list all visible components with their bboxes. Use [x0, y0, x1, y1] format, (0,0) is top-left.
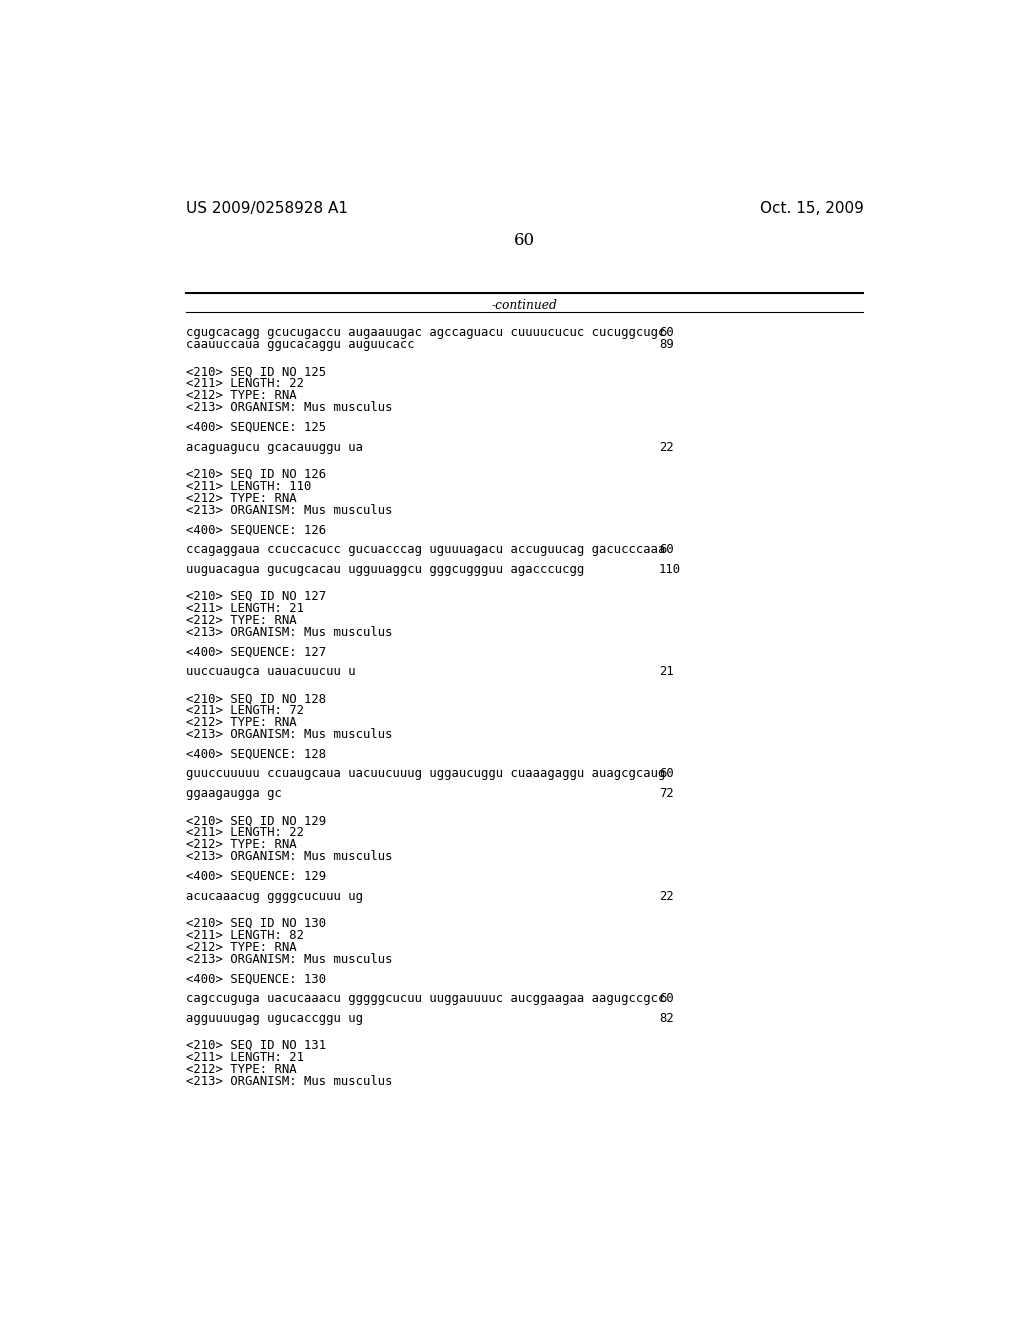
Text: <212> TYPE: RNA: <212> TYPE: RNA — [186, 717, 297, 729]
Text: <212> TYPE: RNA: <212> TYPE: RNA — [186, 941, 297, 954]
Text: <213> ORGANISM: Mus musculus: <213> ORGANISM: Mus musculus — [186, 626, 392, 639]
Text: <213> ORGANISM: Mus musculus: <213> ORGANISM: Mus musculus — [186, 1074, 392, 1088]
Text: <212> TYPE: RNA: <212> TYPE: RNA — [186, 1063, 297, 1076]
Text: <400> SEQUENCE: 130: <400> SEQUENCE: 130 — [186, 973, 327, 985]
Text: <212> TYPE: RNA: <212> TYPE: RNA — [186, 389, 297, 403]
Text: 72: 72 — [658, 787, 674, 800]
Text: <211> LENGTH: 21: <211> LENGTH: 21 — [186, 1051, 304, 1064]
Text: 22: 22 — [658, 441, 674, 454]
Text: 60: 60 — [658, 543, 674, 556]
Text: -continued: -continued — [492, 300, 558, 313]
Text: <210> SEQ ID NO 131: <210> SEQ ID NO 131 — [186, 1039, 327, 1052]
Text: <210> SEQ ID NO 127: <210> SEQ ID NO 127 — [186, 590, 327, 603]
Text: <212> TYPE: RNA: <212> TYPE: RNA — [186, 492, 297, 504]
Text: caauuccaua ggucacaggu auguucacc: caauuccaua ggucacaggu auguucacc — [186, 338, 415, 351]
Text: <211> LENGTH: 22: <211> LENGTH: 22 — [186, 378, 304, 391]
Text: ggaagaugga gc: ggaagaugga gc — [186, 787, 282, 800]
Text: acaguagucu gcacauuggu ua: acaguagucu gcacauuggu ua — [186, 441, 364, 454]
Text: 60: 60 — [658, 767, 674, 780]
Text: acucaaacug ggggcucuuu ug: acucaaacug ggggcucuuu ug — [186, 890, 364, 903]
Text: 60: 60 — [658, 326, 674, 339]
Text: <213> ORGANISM: Mus musculus: <213> ORGANISM: Mus musculus — [186, 504, 392, 516]
Text: 22: 22 — [658, 890, 674, 903]
Text: <210> SEQ ID NO 125: <210> SEQ ID NO 125 — [186, 366, 327, 379]
Text: <211> LENGTH: 22: <211> LENGTH: 22 — [186, 826, 304, 840]
Text: <400> SEQUENCE: 129: <400> SEQUENCE: 129 — [186, 870, 327, 883]
Text: <400> SEQUENCE: 128: <400> SEQUENCE: 128 — [186, 748, 327, 760]
Text: 110: 110 — [658, 562, 681, 576]
Text: 60: 60 — [658, 991, 674, 1005]
Text: <213> ORGANISM: Mus musculus: <213> ORGANISM: Mus musculus — [186, 401, 392, 414]
Text: 60: 60 — [514, 231, 536, 248]
Text: <210> SEQ ID NO 129: <210> SEQ ID NO 129 — [186, 814, 327, 828]
Text: <213> ORGANISM: Mus musculus: <213> ORGANISM: Mus musculus — [186, 953, 392, 966]
Text: <212> TYPE: RNA: <212> TYPE: RNA — [186, 838, 297, 851]
Text: US 2009/0258928 A1: US 2009/0258928 A1 — [186, 201, 348, 215]
Text: <211> LENGTH: 72: <211> LENGTH: 72 — [186, 705, 304, 717]
Text: <400> SEQUENCE: 125: <400> SEQUENCE: 125 — [186, 421, 327, 434]
Text: ccagaggaua ccuccacucc gucuacccag uguuuagacu accuguucag gacucccaaa: ccagaggaua ccuccacucc gucuacccag uguuuag… — [186, 543, 666, 556]
Text: <211> LENGTH: 82: <211> LENGTH: 82 — [186, 929, 304, 941]
Text: 89: 89 — [658, 338, 674, 351]
Text: <210> SEQ ID NO 128: <210> SEQ ID NO 128 — [186, 693, 327, 705]
Text: 21: 21 — [658, 665, 674, 678]
Text: guuccuuuuu ccuaugcaua uacuucuuug uggaucuggu cuaaagaggu auagcgcaug: guuccuuuuu ccuaugcaua uacuucuuug uggaucu… — [186, 767, 666, 780]
Text: <400> SEQUENCE: 127: <400> SEQUENCE: 127 — [186, 645, 327, 659]
Text: <210> SEQ ID NO 126: <210> SEQ ID NO 126 — [186, 469, 327, 480]
Text: uuguacagua gucugcacau ugguuaggcu gggcuggguu agacccucgg: uuguacagua gucugcacau ugguuaggcu gggcugg… — [186, 562, 585, 576]
Text: Oct. 15, 2009: Oct. 15, 2009 — [760, 201, 863, 215]
Text: <212> TYPE: RNA: <212> TYPE: RNA — [186, 614, 297, 627]
Text: <211> LENGTH: 21: <211> LENGTH: 21 — [186, 602, 304, 615]
Text: cgugcacagg gcucugaccu augaauugac agccaguacu cuuuucucuc cucuggcugc: cgugcacagg gcucugaccu augaauugac agccagu… — [186, 326, 666, 339]
Text: <400> SEQUENCE: 126: <400> SEQUENCE: 126 — [186, 524, 327, 536]
Text: <213> ORGANISM: Mus musculus: <213> ORGANISM: Mus musculus — [186, 850, 392, 863]
Text: agguuuugag ugucaccggu ug: agguuuugag ugucaccggu ug — [186, 1011, 364, 1024]
Text: <213> ORGANISM: Mus musculus: <213> ORGANISM: Mus musculus — [186, 729, 392, 742]
Text: uuccuaugca uauacuucuu u: uuccuaugca uauacuucuu u — [186, 665, 355, 678]
Text: <211> LENGTH: 110: <211> LENGTH: 110 — [186, 480, 311, 492]
Text: cagccuguga uacucaaacu gggggcucuu uuggauuuuc aucggaagaa aagugccgcc: cagccuguga uacucaaacu gggggcucuu uuggauu… — [186, 991, 666, 1005]
Text: <210> SEQ ID NO 130: <210> SEQ ID NO 130 — [186, 917, 327, 929]
Text: 82: 82 — [658, 1011, 674, 1024]
